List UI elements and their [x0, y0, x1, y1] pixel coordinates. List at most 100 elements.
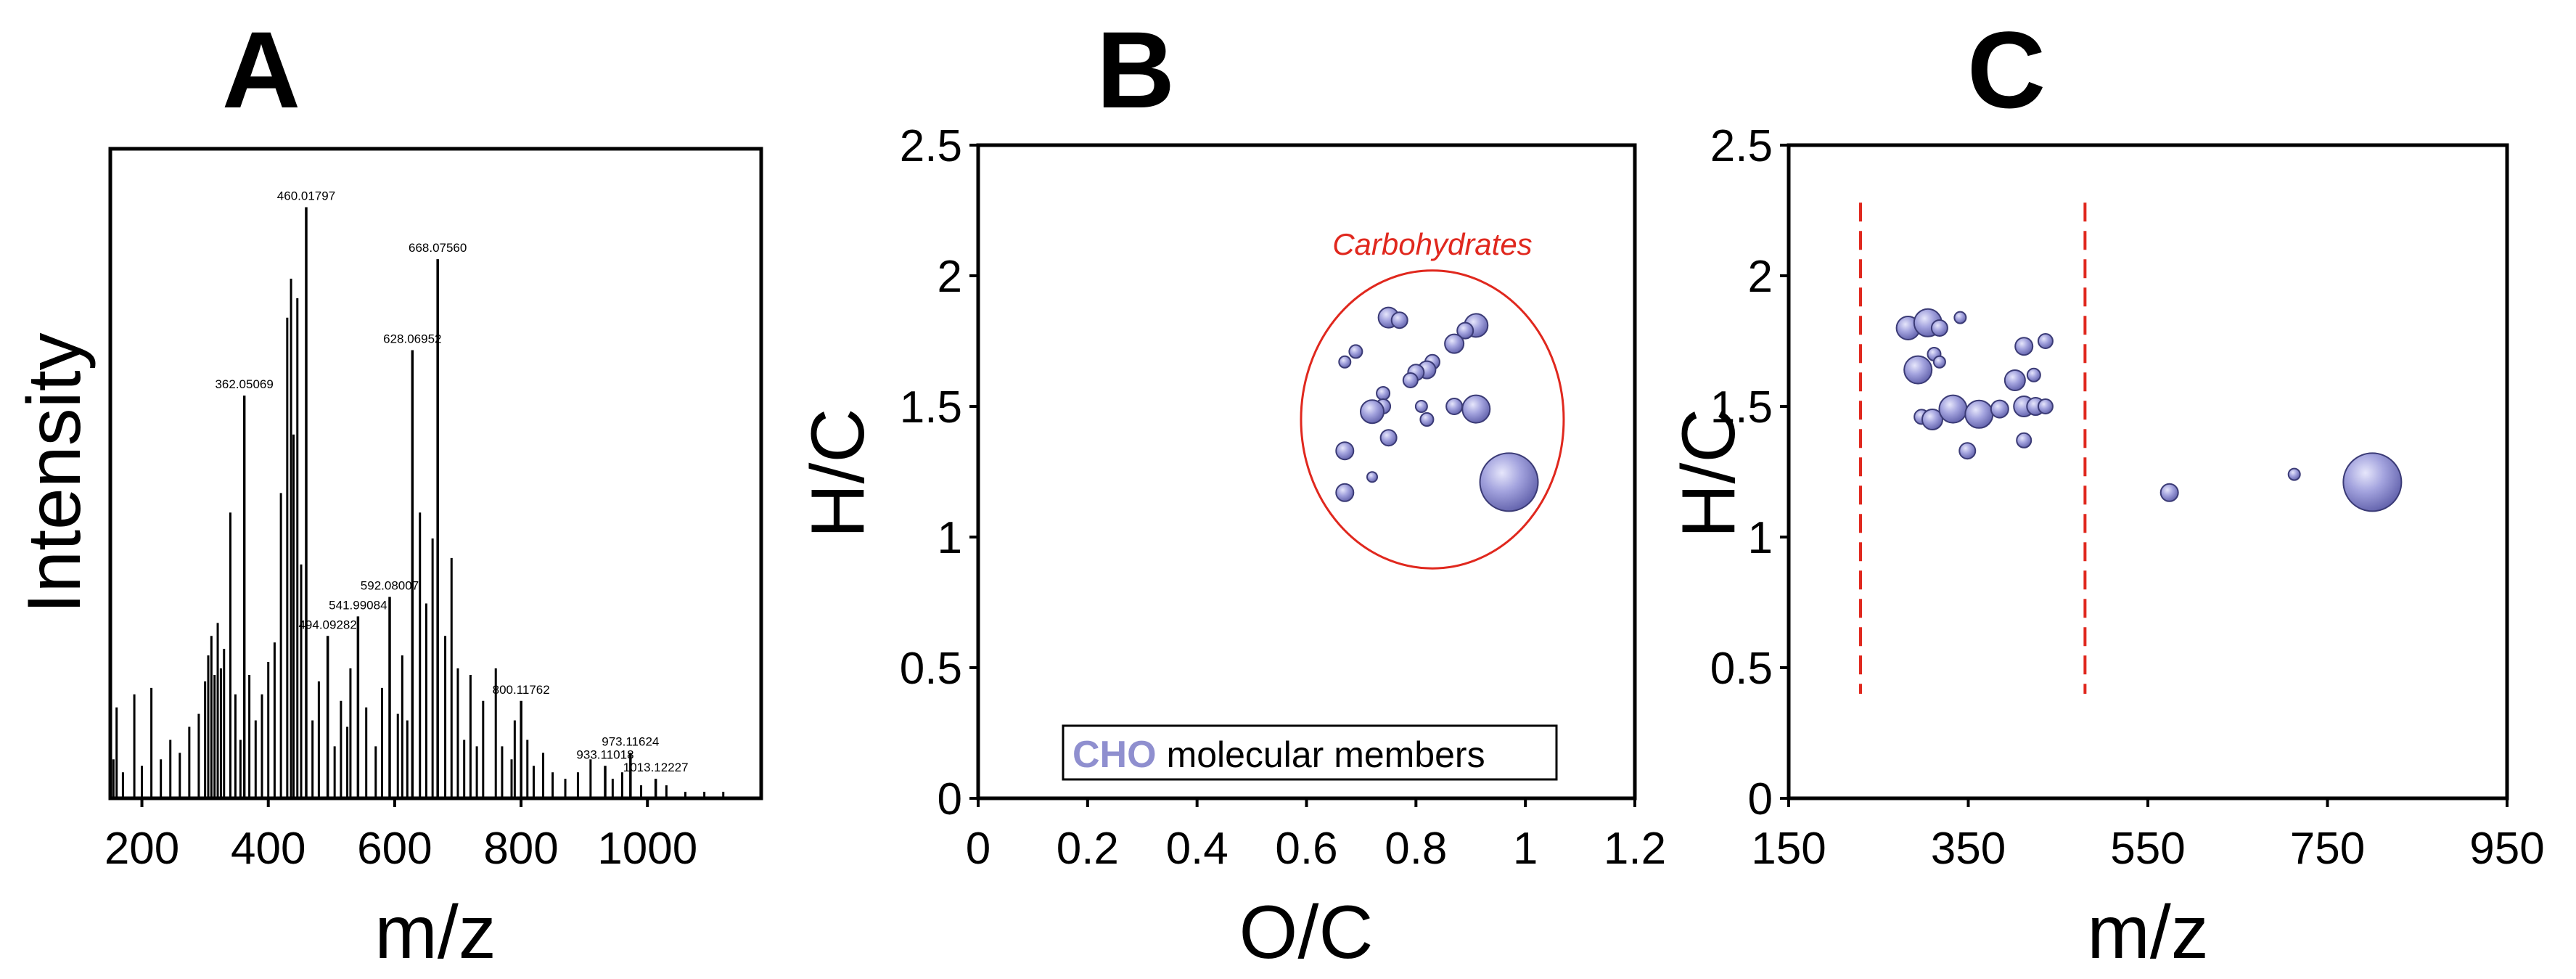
panel-b-y-axis-title: H/C: [796, 408, 880, 538]
x-tick-label: 200: [104, 824, 179, 874]
panel-a-frame: [108, 147, 763, 800]
bubble-point: [1445, 398, 1464, 415]
bubble-point: [1379, 429, 1398, 447]
carbohydrates-region: [1300, 269, 1565, 570]
panel-b-x-axis-title: O/C: [1239, 890, 1374, 975]
legend-text: molecular members: [1167, 734, 1485, 775]
bubble-point: [1335, 441, 1355, 461]
peak-label: 668.07560: [409, 241, 467, 255]
panel-a: A 460.01797 668.07560 628.06952 362.05069 59…: [12, 9, 763, 975]
bubble-point: [2037, 333, 2054, 349]
x-tick-label: 750: [2290, 824, 2365, 874]
panel-letter-a: A: [222, 9, 300, 131]
panel-c-y-ticks: 0 0.5 1 1.5 2 2.5: [1710, 121, 1789, 824]
y-tick-label: 0.5: [1710, 644, 1773, 694]
x-tick-label: 800: [483, 824, 558, 874]
panel-c: C 150 350 550 750 950 0 0.5 1 1.5 2 2.5 m/z H/C: [1667, 9, 2545, 975]
x-tick-label: 1: [1513, 824, 1538, 874]
bubble-point: [1338, 355, 1352, 369]
peak-label: 628.06952: [383, 332, 441, 345]
peak-label: 592.08007: [361, 579, 419, 593]
bubble-point: [1930, 319, 1948, 337]
bubble-point: [1461, 394, 1491, 424]
panel-a-plot-area: 460.01797 668.07560 628.06952 362.05069 592.…: [112, 189, 725, 798]
x-tick-label: 350: [1931, 824, 2006, 874]
panel-b-legend-label: CHO molecular members: [1072, 734, 1485, 776]
peak-label: 1013.12227: [623, 761, 689, 774]
peak-label: 800.11762: [493, 683, 550, 697]
panel-a-y-axis-title: Intensity: [12, 332, 97, 613]
panel-a-x-ticks: 200 400 600 800 1000: [104, 798, 697, 874]
bubble-point: [2014, 337, 2034, 356]
bubble-point: [1938, 394, 1968, 424]
bubble-point: [1479, 452, 1539, 512]
y-tick-label: 0: [1748, 774, 1773, 824]
bubble-point: [1932, 355, 1946, 369]
panel-letter-c: C: [1967, 9, 2046, 131]
panel-c-plot-area: [1859, 202, 2403, 694]
bubble-point: [1990, 399, 2009, 419]
bubble-point: [2026, 367, 2041, 382]
panel-b-y-ticks: 0 0.5 1 1.5 2 2.5: [900, 121, 978, 824]
bubble-point: [1953, 311, 1967, 324]
bubble-point: [1360, 399, 1385, 425]
bubble-point: [1402, 372, 1419, 388]
x-tick-label: 400: [231, 824, 305, 874]
x-tick-label: 0.8: [1385, 824, 1447, 874]
bubble-point: [1444, 333, 1465, 354]
bubble-point: [1376, 386, 1391, 401]
x-tick-label: 950: [2469, 824, 2544, 874]
panel-b: B Carbohydrates 0 0.2 0.4 0.6 0.8 1 1.2 0 0.5 1 1…: [796, 9, 1666, 975]
peak-label: 460.01797: [277, 189, 335, 203]
x-tick-label: 150: [1751, 824, 1826, 874]
y-tick-label: 1: [1748, 513, 1773, 563]
x-tick-label: 550: [2110, 824, 2185, 874]
x-tick-label: 600: [357, 824, 432, 874]
bubble-point: [2287, 467, 2301, 481]
bubble-point: [1419, 412, 1435, 427]
bubble-point: [2003, 369, 2026, 391]
bubble-point: [2159, 483, 2179, 502]
panel-c-y-axis-title: H/C: [1667, 408, 1751, 538]
legend-key-cho: CHO: [1072, 734, 1157, 776]
y-tick-label: 0: [938, 774, 962, 824]
peak-label: 362.05069: [215, 377, 273, 391]
y-tick-label: 1.5: [1710, 382, 1773, 433]
bubble-point: [1958, 442, 1977, 460]
y-tick-label: 1.5: [900, 382, 962, 433]
x-tick-label: 0: [966, 824, 990, 874]
x-tick-label: 1000: [597, 824, 697, 874]
peak-label: 933.11018: [576, 747, 633, 761]
region-label: Carbohydrates: [1332, 227, 1532, 261]
y-tick-label: 1: [938, 513, 962, 563]
panel-letter-b: B: [1096, 9, 1175, 131]
x-tick-label: 0.2: [1057, 824, 1119, 874]
bubble-point: [1903, 355, 1933, 385]
panel-c-x-ticks: 150 350 550 750 950: [1751, 798, 2545, 874]
panel-b-legend: CHO molecular members: [1062, 724, 1558, 781]
bubble-point: [1335, 483, 1355, 502]
panel-b-x-ticks: 0 0.2 0.4 0.6 0.8 1 1.2: [966, 798, 1666, 874]
panel-a-x-axis-title: m/z: [374, 890, 496, 975]
x-tick-label: 0.4: [1166, 824, 1228, 874]
peak-label: 973.11624: [602, 734, 659, 748]
y-tick-label: 2.5: [900, 121, 962, 171]
bubble-point: [2037, 398, 2054, 414]
peak-label: 541.99084: [329, 598, 387, 612]
bubble-point: [1366, 471, 1378, 483]
y-tick-label: 0.5: [900, 644, 962, 694]
bubble-point: [1348, 344, 1363, 359]
bubble-point: [1964, 399, 1994, 429]
bubble-point: [1414, 400, 1428, 413]
x-tick-label: 1.2: [1604, 824, 1666, 874]
y-tick-label: 2.5: [1710, 121, 1773, 171]
x-tick-label: 0.6: [1275, 824, 1337, 874]
panel-b-plot-area: Carbohydrates: [1300, 227, 1565, 570]
bubble-point: [1390, 311, 1408, 329]
panel-b-legend-box: [1062, 724, 1558, 781]
peak-label: 494.09282: [298, 618, 356, 631]
panel-c-x-axis-title: m/z: [2087, 890, 2209, 975]
bubble-point: [1921, 409, 1943, 430]
bubble-point: [1456, 321, 1474, 340]
